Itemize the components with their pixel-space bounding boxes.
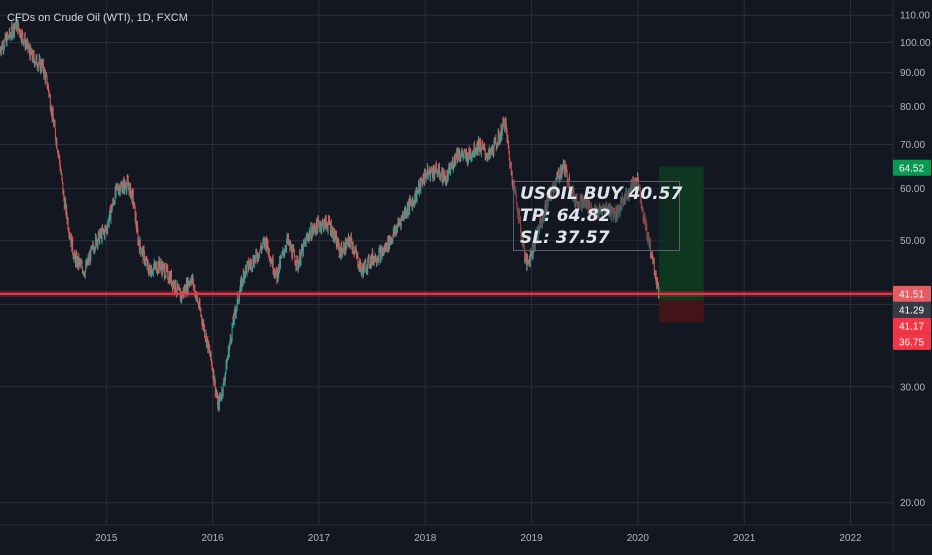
x-tick-label: 2016 (201, 533, 224, 544)
y-tick-label: 90.00 (900, 68, 925, 79)
price-tag-bg (893, 285, 931, 302)
price-tag-label: 41.51 (899, 289, 924, 300)
y-axis[interactable]: 110.00100.0090.0080.0070.0060.0050.0040.… (892, 0, 931, 550)
y-tick-label: 80.00 (900, 102, 925, 113)
annotation-entry: USOIL BUY 40.57 (520, 184, 683, 204)
y-tick-label: 60.00 (900, 184, 925, 195)
price-tag-label: 41.29 (899, 305, 924, 316)
x-tick-label: 2022 (839, 533, 862, 544)
price-tag-label: 36.75 (899, 337, 924, 348)
trade-annotation[interactable]: USOIL BUY 40.57 TP: 64.82 SL: 37.57 (513, 181, 683, 251)
stop-loss-zone (659, 300, 704, 323)
price-tag-support: 41.51 (893, 285, 931, 302)
x-tick-label: 2021 (733, 533, 756, 544)
price-tag-label: 64.52 (899, 163, 924, 174)
price-tag-label: 41.17 (899, 321, 924, 332)
y-tick-label: 110.00 (900, 11, 930, 22)
price-tag-sl: 41.17 (893, 317, 931, 334)
price-tag-bg (893, 333, 931, 350)
annotation-tp: TP: 64.82 (520, 206, 611, 226)
grid (0, 0, 893, 525)
x-tick-label: 2018 (414, 533, 437, 544)
y-tick-label: 30.00 (900, 382, 925, 393)
chart-title: CFDs on Crude Oil (WTI), 1D, FXCM (7, 12, 188, 24)
candles (0, 14, 660, 412)
price-tag-last: 41.29 (893, 301, 931, 318)
y-tick-label: 50.00 (900, 236, 925, 247)
y-tick-label: 20.00 (900, 498, 925, 509)
price-tag-sl: 36.75 (893, 333, 931, 350)
price-tag-bg (893, 159, 931, 176)
y-tick-label: 70.00 (900, 140, 925, 151)
x-tick-label: 2017 (308, 533, 331, 544)
price-tag-bg (893, 317, 931, 334)
position-zones (659, 166, 704, 323)
x-tick-label: 2015 (95, 533, 118, 544)
x-tick-label: 2019 (520, 533, 543, 544)
price-tag-tp: 64.52 (893, 159, 931, 176)
take-profit-zone (659, 166, 704, 301)
price-tag-bg (893, 301, 931, 318)
price-tags: 64.52 41.51 41.29 41.17 36.75 (893, 159, 931, 350)
x-tick-label: 2020 (627, 533, 650, 544)
y-tick-label: 100.00 (900, 38, 931, 49)
annotation-sl: SL: 37.57 (520, 228, 610, 248)
x-axis[interactable]: 2015 2016 2017 2018 2019 2020 2021 2022 (0, 524, 932, 544)
support-line (0, 290, 893, 297)
